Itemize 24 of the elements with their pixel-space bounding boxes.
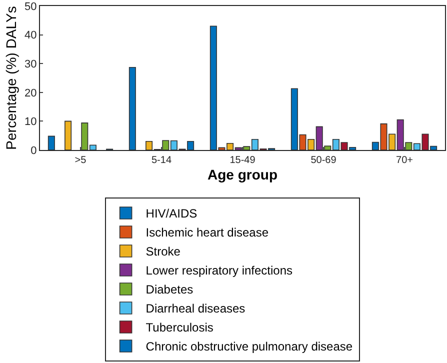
legend-label: Ischemic heart disease [146,226,269,240]
y-tick-label: 10 [24,116,37,128]
x-tick-label: >5 [74,155,87,166]
legend-label: Stroke [146,244,181,259]
bar [128,66,136,150]
legend-label: Chronic obstructive pulmonary disease [146,340,353,354]
x-tick-label: 50-69 [310,155,337,166]
y-tick-label: 30 [24,58,37,70]
legend-label: Lower respiratory infections [146,264,293,278]
y-tick-label: 40 [24,30,37,42]
bar [48,136,55,150]
y-tick-label: 50 [24,0,37,13]
legend-label: Diarrheal diseases [146,302,246,316]
x-tick-label: 70+ [396,155,414,166]
x-tick-label: 15-49 [230,155,256,166]
x-axis-title: Age group [208,166,278,182]
y-tick-label: 20 [24,87,37,100]
legend-label: Tuberculosis [146,320,214,335]
legend-label: Diabetes [146,282,194,297]
x-tick-label: 5-14 [151,155,172,166]
legend-label: HIV/AIDS [146,206,198,221]
y-axis-title: Percentage (%) DALYs [3,6,20,150]
y-tick-label: 0 [30,144,37,157]
bar [64,120,72,150]
